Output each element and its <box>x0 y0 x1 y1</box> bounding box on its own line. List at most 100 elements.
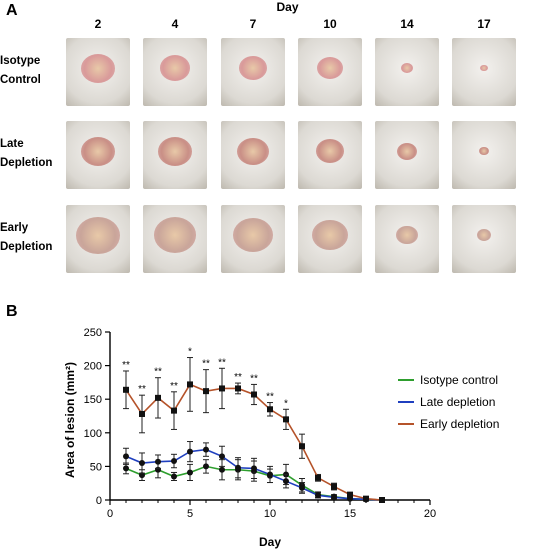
data-point <box>331 483 337 490</box>
data-point <box>299 443 305 450</box>
wound-photo <box>143 38 207 106</box>
day-label-17: 17 <box>477 17 491 31</box>
row-label-line1: Late <box>0 138 24 150</box>
row-label-line2: Control <box>0 74 41 86</box>
day-label-2: 2 <box>94 17 102 31</box>
chart-axes: 0 50 100 150 200 250 0 5 10 15 20 <box>84 327 436 520</box>
data-point <box>235 385 241 392</box>
chart-series <box>123 357 385 503</box>
data-point <box>283 416 289 423</box>
data-point <box>219 466 225 473</box>
data-point <box>187 381 193 388</box>
data-point <box>123 465 129 472</box>
wound-photo <box>221 121 285 189</box>
significance-mark: * <box>284 398 288 409</box>
lesion-mark <box>239 56 267 81</box>
day-label-7: 7 <box>249 17 257 31</box>
wound-photo <box>298 205 362 273</box>
significance-mark: ** <box>154 367 162 378</box>
data-point <box>187 448 193 455</box>
data-point <box>379 497 385 503</box>
significance-mark: ** <box>202 359 210 370</box>
day-label-14: 14 <box>400 17 414 31</box>
wound-photo <box>221 38 285 106</box>
significance-mark: ** <box>234 372 242 383</box>
row-label-line2: Depletion <box>0 157 53 169</box>
panel-b-letter: B <box>6 303 18 320</box>
data-point <box>363 495 369 502</box>
wound-photo <box>375 205 439 273</box>
row-label-2: Early Depletion <box>0 219 62 257</box>
data-point <box>139 472 145 479</box>
y-tick-label: 200 <box>84 361 102 373</box>
lesion-mark <box>317 57 343 80</box>
x-tick-label: 10 <box>264 508 276 520</box>
wound-photo <box>452 121 516 189</box>
data-point <box>219 385 225 392</box>
data-point <box>347 491 353 498</box>
wound-photo <box>298 121 362 189</box>
significance-mark: ** <box>138 384 146 395</box>
significance-mark: ** <box>266 392 274 403</box>
data-point <box>315 474 321 481</box>
significance-mark: * <box>188 347 192 358</box>
lesion-mark <box>233 218 273 253</box>
data-point <box>251 391 257 398</box>
y-tick-label: 0 <box>96 495 102 507</box>
panel-a-letter: A <box>6 2 18 19</box>
wound-photo <box>66 38 130 106</box>
significance-annotations: *********** **** ***** <box>122 347 288 410</box>
data-point <box>139 410 145 417</box>
wound-photo <box>66 121 130 189</box>
lesion-mark <box>479 146 489 156</box>
series-early <box>123 357 385 503</box>
data-point <box>187 469 193 476</box>
wound-photo <box>143 205 207 273</box>
lesion-mark <box>237 137 269 165</box>
data-point <box>267 406 273 413</box>
row-label-line1: Isotype <box>0 55 41 67</box>
lesion-mark <box>81 136 115 166</box>
data-point <box>155 458 161 465</box>
lesion-mark <box>160 55 190 81</box>
row-label-1: Late Depletion <box>0 135 62 173</box>
data-point <box>171 458 177 465</box>
data-point <box>171 473 177 480</box>
y-tick-label: 50 <box>90 461 102 473</box>
day-label-4: 4 <box>171 17 179 31</box>
lesion-mark <box>316 139 344 164</box>
wound-photo <box>375 38 439 106</box>
x-axis-label: Day <box>259 535 281 549</box>
significance-mark: ** <box>122 360 130 371</box>
data-point <box>251 465 257 472</box>
lesion-mark <box>158 136 192 166</box>
x-tick-label: 5 <box>187 508 193 520</box>
x-tick-label: 0 <box>107 508 113 520</box>
wound-photo <box>452 205 516 273</box>
wound-photo <box>143 121 207 189</box>
row-label-0: Isotype Control <box>0 52 62 90</box>
data-point <box>331 494 337 501</box>
y-tick-label: 150 <box>84 394 102 406</box>
wound-photo <box>298 38 362 106</box>
lesion-mark <box>480 64 488 72</box>
series-late <box>123 441 385 503</box>
chart-legend: Isotype control Late depletion Early deple… <box>398 373 499 431</box>
lesion-mark <box>154 217 196 254</box>
lesion-mark <box>312 219 348 251</box>
data-point <box>219 453 225 460</box>
row-label-line1: Early <box>0 222 29 234</box>
panel-a-axis-title: Day <box>276 0 299 14</box>
row-label-line2: Depletion <box>0 241 53 253</box>
lesion-mark <box>396 225 418 245</box>
lesion-mark <box>397 142 417 160</box>
lesion-mark <box>76 216 120 254</box>
wound-photo <box>66 205 130 273</box>
wound-photo <box>221 205 285 273</box>
significance-mark: ** <box>170 381 178 392</box>
y-axis-label: Area of lesion (mm²) <box>63 362 77 478</box>
data-point <box>171 407 177 414</box>
legend-label: Isotype control <box>420 373 498 387</box>
lesion-mark <box>477 229 491 241</box>
